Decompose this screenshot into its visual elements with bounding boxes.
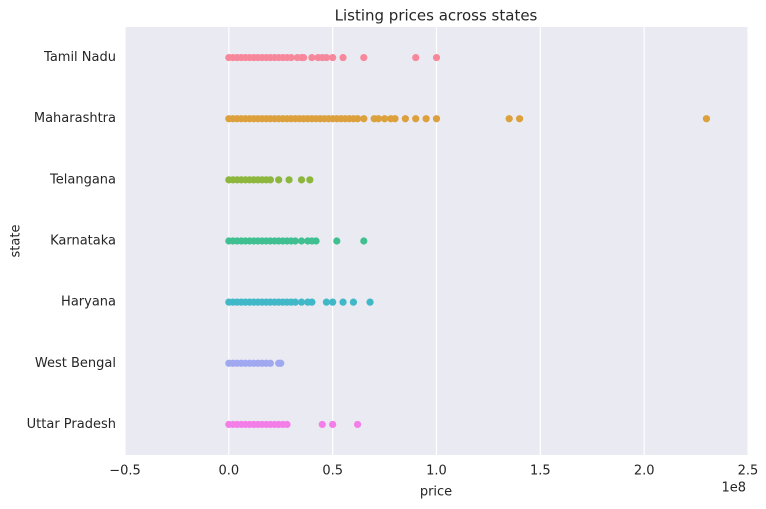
point	[333, 237, 341, 245]
point	[287, 53, 295, 62]
point	[297, 176, 306, 184]
point	[312, 237, 320, 245]
point	[374, 115, 382, 123]
point	[360, 53, 368, 62]
x-tick-label: 2.5	[738, 464, 759, 479]
point	[339, 298, 347, 306]
x-offset-label: 1e8	[721, 481, 746, 496]
point	[322, 298, 331, 306]
y-tick-label: West Bengal	[35, 356, 116, 371]
point	[366, 298, 374, 306]
point	[380, 115, 389, 123]
point	[360, 115, 368, 123]
point	[285, 176, 293, 184]
point	[277, 359, 285, 367]
point	[353, 420, 362, 429]
y-tick-label: Haryana	[61, 295, 116, 310]
x-tick-label: 2.0	[634, 464, 655, 479]
point	[291, 298, 299, 306]
x-axis-label: price	[420, 485, 452, 500]
y-tick-label: Maharashtra	[34, 111, 116, 126]
y-axis-label: state	[9, 225, 24, 258]
x-tick-label: 1.0	[426, 464, 447, 479]
y-tick-label: Tamil Nadu	[43, 50, 116, 65]
point	[422, 115, 430, 123]
point	[322, 53, 331, 62]
x-tick-label: 0.5	[322, 464, 343, 479]
point	[318, 420, 326, 429]
point	[339, 53, 347, 62]
point	[432, 53, 441, 62]
point	[299, 53, 308, 62]
x-tick-label: 1.5	[530, 464, 551, 479]
point	[702, 115, 711, 123]
point	[329, 298, 337, 306]
point	[291, 237, 299, 245]
y-tick-label: Karnataka	[50, 234, 116, 249]
point	[353, 115, 362, 123]
point	[515, 115, 524, 123]
point	[266, 176, 274, 184]
point	[360, 237, 368, 245]
point	[412, 53, 420, 62]
x-tick-label: 0.0	[218, 464, 239, 479]
point	[505, 115, 513, 123]
point	[329, 420, 337, 429]
point	[401, 115, 409, 123]
point	[297, 298, 306, 306]
point	[412, 115, 420, 123]
point	[349, 298, 358, 306]
point	[308, 298, 316, 306]
point	[266, 359, 274, 367]
point	[275, 176, 283, 184]
x-tick-label: −0.5	[109, 464, 141, 479]
chart-title: Listing prices across states	[335, 7, 538, 25]
y-tick-label: Uttar Pradesh	[27, 417, 116, 432]
point	[308, 53, 316, 62]
y-tick-label: Telangana	[49, 172, 116, 187]
point	[391, 115, 399, 123]
point	[329, 53, 337, 62]
point	[306, 176, 314, 184]
point	[432, 115, 441, 123]
point	[283, 420, 291, 429]
point	[297, 237, 306, 245]
